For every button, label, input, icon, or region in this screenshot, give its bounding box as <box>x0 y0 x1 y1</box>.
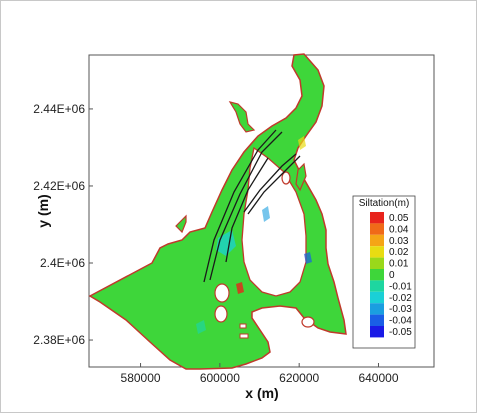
legend-swatch <box>370 234 384 247</box>
legend-label: 0.03 <box>389 236 409 247</box>
legend-label: 0.01 <box>389 259 409 270</box>
western-inlet <box>175 214 187 234</box>
legend-swatch <box>370 303 384 315</box>
legend-swatch <box>370 212 384 224</box>
x-axis-title: x (m) <box>245 385 278 401</box>
legend-label: -0.04 <box>389 316 412 327</box>
legend-label: -0.01 <box>389 281 412 292</box>
yellow-patch-north <box>298 136 306 150</box>
legend-swatch <box>370 223 384 235</box>
y-tick-label: 2.42E+06 <box>33 179 85 193</box>
legend-label: -0.05 <box>389 327 412 338</box>
y-axis: 2.38E+06 2.4E+06 2.42E+06 2.44E+06 <box>33 102 93 347</box>
channel-line-1 <box>203 129 277 283</box>
x-tick-label: 640000 <box>358 371 398 385</box>
legend-label: 0.02 <box>389 247 409 258</box>
x-tick-label: 600000 <box>200 371 240 385</box>
x-tick-label: 620000 <box>279 371 319 385</box>
x-axis: 580000 600000 620000 640000 <box>121 363 399 385</box>
channel-line-2 <box>209 131 283 281</box>
island-small-2 <box>214 305 228 323</box>
navigation-channels <box>203 129 301 283</box>
legend-label: -0.03 <box>389 304 412 315</box>
legend-label: 0.04 <box>389 224 409 235</box>
channel-line-4 <box>243 153 297 213</box>
island-small-5 <box>239 333 249 339</box>
island-small-6 <box>239 323 247 329</box>
deposition-patch-east <box>304 252 312 264</box>
legend-swatch <box>370 291 384 304</box>
channel-line-3 <box>225 157 269 263</box>
channel-line-5 <box>247 155 301 215</box>
island-small-1 <box>214 283 230 303</box>
legend-title: Siltation(m) <box>359 198 410 209</box>
legend-swatch <box>370 246 384 258</box>
island-small-3 <box>281 171 291 185</box>
y-tick-label: 2.38E+06 <box>33 333 85 347</box>
x-tick-label: 580000 <box>121 371 161 385</box>
deposition-patch-channel <box>236 282 244 294</box>
legend-label: 0.05 <box>389 213 409 224</box>
legend-swatch <box>370 257 384 269</box>
upper-tributary-left <box>228 101 256 133</box>
island-small-4 <box>301 316 315 328</box>
erosion-patch-upper <box>262 206 270 222</box>
cyan-patch-south <box>196 320 206 334</box>
legend-swatch <box>370 269 384 281</box>
legend: Siltation(m) 0.050.040.030.020.010-0.01-… <box>352 195 416 349</box>
y-tick-label: 2.44E+06 <box>33 102 85 116</box>
legend-swatch <box>370 314 384 326</box>
y-axis-title: y (m) <box>35 194 51 227</box>
legend-label: 0 <box>389 270 395 281</box>
y-tick-label: 2.4E+06 <box>40 256 85 270</box>
side-creek-right <box>295 162 307 192</box>
legend-label: -0.02 <box>389 293 412 304</box>
legend-swatch <box>370 326 384 338</box>
legend-swatch <box>370 280 384 292</box>
